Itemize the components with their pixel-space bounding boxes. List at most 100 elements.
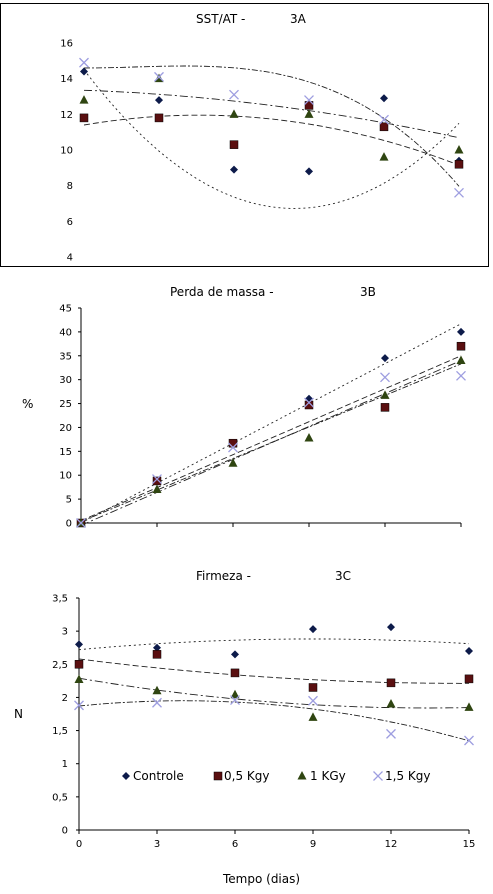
legend-label-1kgy: 1 KGy (310, 769, 346, 783)
y-tick-label: 15 (59, 447, 72, 458)
point-15kgy (79, 57, 89, 68)
point-controle (80, 67, 88, 76)
trendline-15kgy (78, 700, 470, 742)
point-controle (155, 96, 163, 105)
y-tick-label: 14 (60, 74, 73, 85)
y-tick-label: 2 (62, 693, 68, 704)
legend-marker-controle (122, 772, 130, 780)
trendline-1kgy (80, 360, 462, 526)
y-tick-label: 4 (67, 253, 73, 264)
point-1kgy (454, 145, 464, 154)
point-1kgy (308, 712, 318, 721)
y-tick-label: 1 (62, 759, 68, 770)
panel-3c-title: Firmeza - (196, 569, 251, 583)
point-1kgy (152, 685, 162, 695)
point-15kgy (152, 474, 162, 485)
legend-item-15kgy: 1,5 Kgy (373, 769, 431, 783)
point-05kgy (379, 122, 389, 132)
x-tick-label: 0 (76, 839, 82, 850)
point-15kgy (386, 728, 396, 739)
y-tick-label: 12 (60, 110, 73, 121)
x-tick-label: 15 (463, 839, 476, 850)
y-tick-label: 3 (62, 627, 68, 638)
trendline-05kgy (80, 355, 462, 522)
y-tick-label: 20 (59, 423, 72, 434)
point-1kgy (230, 689, 240, 699)
panel-3c-xlabel: Tempo (dias) (222, 872, 300, 886)
point-15kgy (379, 114, 389, 125)
y-tick-label: 5 (66, 495, 72, 506)
point-05kgy (304, 400, 314, 410)
point-1kgy (464, 702, 474, 711)
point-15kgy (74, 700, 84, 711)
point-controle (457, 327, 465, 336)
point-15kgy (304, 95, 314, 106)
legend-marker-shape (213, 771, 223, 781)
point-controle (75, 640, 83, 649)
panel-3a: SST/AT - 3A 4 6 8 10 12 14 16 (0, 3, 489, 267)
point-05kgy (74, 660, 84, 669)
trendline-15kgy (83, 65, 460, 187)
y-tick-label: 6 (67, 217, 73, 228)
point-1kgy (79, 95, 89, 104)
legend-marker-1kgy (297, 771, 307, 780)
trendline-1kgy (83, 89, 460, 139)
point-controle (465, 647, 473, 656)
x-tick-label: 6 (232, 839, 238, 850)
panel-3b-ylabel: % (22, 397, 33, 411)
legend-item-1kgy: 1 KGy (297, 769, 346, 783)
panel-3a-plot: 4 6 8 10 12 14 16 (60, 39, 464, 264)
y-tick-label: 40 (59, 327, 72, 338)
point-controle (231, 650, 239, 659)
legend-marker-05kgy (213, 771, 223, 781)
point-1kgy (380, 390, 390, 399)
panel-3b-plot: 0 5 10 15 20 25 30 35 40 45 (59, 304, 466, 530)
y-tick-label: 35 (59, 351, 72, 362)
legend-marker-shape (373, 771, 383, 781)
point-controle (153, 643, 161, 652)
point-1kgy (304, 109, 314, 118)
panel-3a-title: SST/AT - (196, 12, 245, 26)
trendline-05kgy (83, 114, 460, 166)
x-tick-label: 3 (154, 839, 160, 850)
point-1kgy (228, 458, 238, 467)
point-15kgy (228, 442, 238, 453)
point-1kgy (304, 432, 314, 442)
legend: Controle 0,5 Kgy 1 KGy 1,5 Kgy (122, 769, 431, 783)
point-controle (387, 623, 395, 632)
point-05kgy (464, 674, 474, 684)
point-15kgy (380, 372, 390, 383)
point-15kgy (152, 697, 162, 708)
panel-3a-frame (0, 3, 489, 267)
point-05kgy (456, 341, 466, 351)
panel-3a-label: 3A (290, 12, 307, 26)
point-1kgy (229, 109, 239, 118)
point-15kgy (304, 397, 314, 408)
legend-label-15kgy: 1,5 Kgy (385, 769, 431, 783)
y-tick-label: 2,5 (52, 660, 68, 671)
point-15kgy (154, 71, 164, 82)
panel-3b-label: 3B (360, 285, 376, 299)
trendline-controle (80, 323, 462, 524)
y-tick-label: 8 (67, 181, 73, 192)
x-tick-label: 12 (385, 839, 398, 850)
point-15kgy (308, 695, 318, 706)
point-controle (230, 165, 238, 174)
y-tick-label: 10 (60, 146, 73, 157)
y-tick-label: 0 (62, 826, 68, 837)
trendline-1kgy (78, 677, 470, 709)
legend-marker-shape (122, 772, 130, 780)
y-tick-label: 25 (59, 399, 72, 410)
point-15kgy (456, 370, 466, 381)
point-1kgy (74, 674, 84, 684)
point-05kgy (454, 160, 464, 169)
y-tick-label: 0,5 (52, 792, 68, 803)
y-tick-label: 16 (60, 39, 73, 50)
legend-item-controle: Controle (122, 769, 184, 783)
y-tick-label: 0 (66, 519, 72, 530)
point-15kgy (454, 187, 464, 198)
panel-3c-ylabel: N (14, 707, 23, 721)
y-tick-label: 3,5 (52, 594, 68, 605)
point-controle (381, 354, 389, 363)
